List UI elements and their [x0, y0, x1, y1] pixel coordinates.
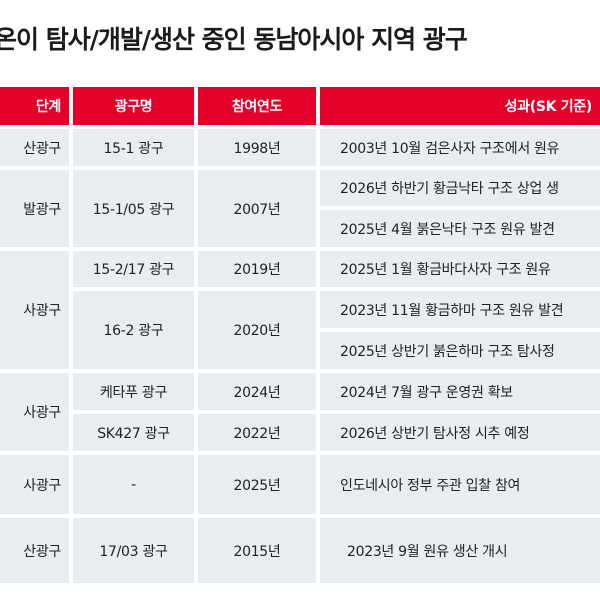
- result-cell: 2025년 4월 붉은낙타 구조 원유 발견: [320, 210, 600, 247]
- block-cell: 15-1/05 광구: [73, 170, 194, 247]
- stage-cell: 사광구: [0, 251, 69, 369]
- result-cell: 2003년 10월 검은사자 구조에서 원유: [320, 129, 600, 166]
- year-cell: 2019년: [198, 251, 316, 287]
- header-stage: 단계: [0, 87, 69, 125]
- year-cell: 2020년: [198, 291, 316, 369]
- year-cell: 2024년: [198, 373, 316, 410]
- block-cell: 16-2 광구: [73, 291, 194, 369]
- stage-cell: 사광구: [0, 455, 69, 514]
- block-cell: 케타푸 광구: [73, 373, 194, 410]
- year-cell: 2015년: [198, 518, 316, 583]
- result-cell: 인도네시아 정부 주관 입찰 참여: [320, 455, 600, 514]
- result-cell: 2025년 상반기 붉은하마 구조 탐사정: [320, 332, 600, 369]
- page-title: 온이 탐사/개발/생산 중인 동남아시아 지역 광구: [0, 25, 468, 54]
- year-cell: 2025년: [198, 455, 316, 514]
- year-cell: 2007년: [198, 170, 316, 247]
- header-year: 참여연도: [198, 87, 316, 125]
- result-cell: 2025년 1월 황금바다사자 구조 원유: [320, 251, 600, 287]
- result-cell: 2023년 9월 원유 생산 개시: [320, 518, 600, 583]
- header-result: 성과(SK 기준): [320, 87, 600, 125]
- block-cell: 15-1 광구: [73, 129, 194, 166]
- year-cell: 2022년: [198, 414, 316, 451]
- result-cell: 2023년 11월 황금하마 구조 원유 발견: [320, 291, 600, 328]
- result-cell: 2026년 하반기 황금낙타 구조 상업 생: [320, 170, 600, 206]
- result-cell: 2026년 상반기 탐사정 시추 예정: [320, 414, 600, 451]
- stage-cell: 발광구: [0, 170, 69, 247]
- stage-cell: 사광구: [0, 373, 69, 451]
- block-cell: 17/03 광구: [73, 518, 194, 583]
- stage-cell: 산광구: [0, 518, 69, 583]
- stage-cell: 산광구: [0, 129, 69, 166]
- year-cell: 1998년: [198, 129, 316, 166]
- result-cell: 2024년 7월 광구 운영권 확보: [320, 373, 600, 410]
- block-cell: -: [73, 455, 194, 514]
- block-cell: SK427 광구: [73, 414, 194, 451]
- header-block: 광구명: [73, 87, 194, 125]
- block-cell: 15-2/17 광구: [73, 251, 194, 287]
